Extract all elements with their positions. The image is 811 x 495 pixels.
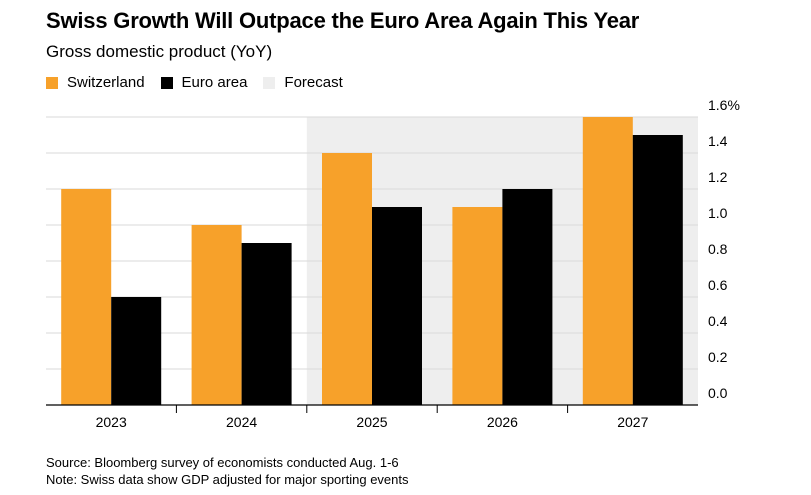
y-tick-label: 0.6: [708, 277, 728, 293]
footer: Source: Bloomberg survey of economists c…: [46, 454, 409, 488]
chart-title: Swiss Growth Will Outpace the Euro Area …: [46, 8, 640, 33]
data-note: Note: Swiss data show GDP adjusted for m…: [46, 472, 409, 487]
bar-switzerland: [582, 117, 633, 405]
x-tick-label: 2025: [356, 414, 387, 430]
legend-swatch-forecast: [263, 76, 276, 89]
x-tick-label: 2023: [96, 414, 127, 430]
y-tick-label: 1.0: [708, 205, 728, 221]
bar-euro-area: [241, 243, 292, 405]
y-tick-label: 1.6%: [708, 97, 740, 113]
bar-euro-area: [111, 297, 162, 405]
y-tick-label: 1.4: [708, 133, 728, 149]
x-tick-label: 2027: [617, 414, 648, 430]
legend-label-forecast: Forecast: [284, 74, 343, 91]
bar-euro-area: [632, 135, 683, 405]
legend-item-forecast: Forecast: [263, 74, 343, 91]
bar-switzerland: [61, 189, 112, 405]
x-tick-label: 2026: [487, 414, 518, 430]
legend-label-euro-area: Euro area: [181, 74, 248, 91]
bar-euro-area: [502, 189, 553, 405]
legend-item-switzerland: Switzerland: [46, 74, 145, 91]
y-tick-label: 0.4: [708, 313, 728, 329]
source-note: Source: Bloomberg survey of economists c…: [46, 455, 399, 470]
bar-euro-area: [372, 207, 422, 405]
chart-subtitle: Gross domestic product (YoY): [46, 42, 273, 61]
legend-item-euro-area: Euro area: [160, 74, 248, 91]
bar-switzerland: [452, 207, 503, 405]
legend-swatch-euro-area: [160, 76, 173, 89]
bar-switzerland: [191, 225, 242, 405]
bar-switzerland: [322, 153, 372, 405]
legend: Switzerland Euro area Forecast: [46, 74, 359, 91]
y-tick-label: 1.2: [708, 169, 728, 185]
legend-swatch-switzerland: [46, 76, 58, 89]
y-tick-label: 0.8: [708, 241, 728, 257]
y-tick-label: 0.0: [708, 385, 728, 401]
legend-label-switzerland: Switzerland: [67, 74, 145, 91]
y-tick-label: 0.2: [708, 349, 728, 365]
x-tick-label: 2024: [226, 414, 257, 430]
